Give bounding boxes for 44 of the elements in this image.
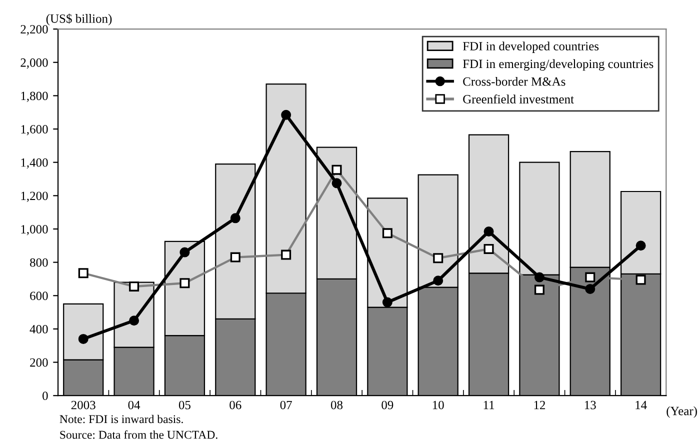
y-tick-label: 600	[30, 292, 48, 300]
legend-label: Cross-border M&As	[463, 76, 566, 86]
point	[585, 284, 596, 294]
x-axis-title: (Year)	[666, 406, 697, 418]
x-tick-label: 04	[128, 400, 140, 410]
x-tick-label: 06	[230, 400, 242, 410]
y-axis-title: (US$ billion)	[46, 14, 112, 26]
point	[230, 213, 240, 224]
legend-label: FDI in developed countries	[462, 42, 599, 53]
y-tick-label: 2,000	[20, 58, 48, 69]
point	[332, 178, 342, 188]
x-tick-label: 11	[484, 400, 494, 410]
legend-label: Greenfield investment	[463, 94, 574, 104]
source-note: Source: Data from the UNCTAD.	[60, 430, 218, 439]
x-tick-label: 08	[330, 400, 343, 410]
y-tick-label: 0	[42, 392, 48, 400]
x-tick-label: 13	[584, 400, 596, 410]
x-tick-label: 12	[534, 400, 546, 410]
y-tick-label: 2,200	[20, 25, 48, 36]
point	[129, 316, 140, 326]
legend-label: FDI in emerging/developing countries	[462, 59, 654, 71]
y-tick-label: 400	[30, 324, 48, 334]
y-tick-label: 1,000	[21, 225, 48, 236]
y-tick-label: 800	[30, 258, 48, 267]
y-tick-label: 1,200	[21, 192, 48, 202]
point	[636, 240, 646, 251]
point	[180, 247, 190, 258]
text: Note: FDI is inward basis.	[60, 414, 183, 424]
x-tick-label: 05	[178, 400, 190, 410]
point	[534, 272, 544, 282]
point	[281, 110, 292, 120]
point	[382, 297, 392, 308]
y-tick-label: 200	[30, 358, 48, 367]
x-tick-label: 14	[636, 400, 647, 410]
point	[433, 276, 444, 286]
x-tick-label: 07	[280, 400, 292, 410]
y-tick-label: 1,800	[21, 92, 48, 102]
point	[484, 226, 494, 236]
x-tick-label: 10	[432, 400, 444, 410]
y-tick-label: 1,600	[21, 125, 48, 136]
point	[78, 334, 88, 344]
y-tick-label: 1,400	[21, 158, 48, 169]
x-tick-label: 2003	[71, 400, 96, 410]
x-tick-label: 09	[382, 400, 394, 410]
